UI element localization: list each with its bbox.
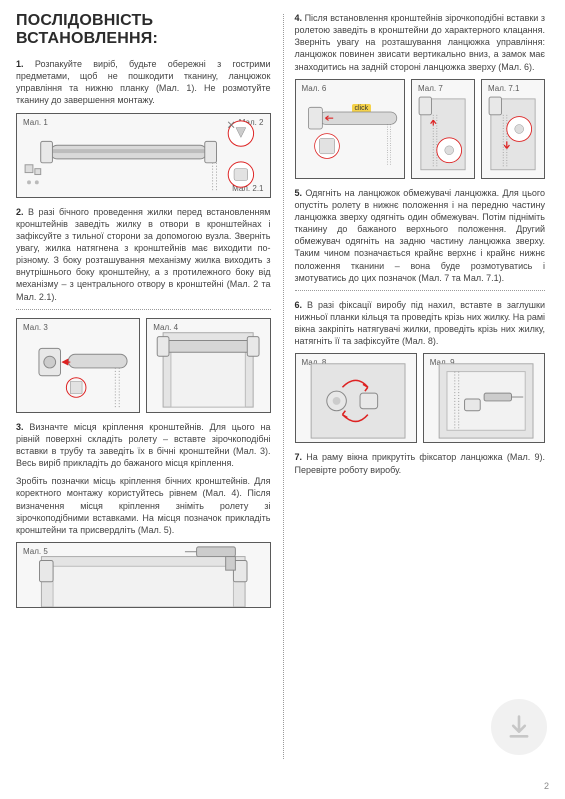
step-3a: 3. Визначте місця кріплення кронштейнів.… (16, 421, 271, 470)
figure-4: Мал. 4 (146, 318, 270, 413)
horizontal-separator-right (295, 290, 546, 291)
step-6-num: 6. (295, 300, 303, 310)
figure-1-2-21: Мал. 1 Мал. 2 Мал. 2.1 (16, 113, 271, 198)
step-4-text: Після встановлення кронштейнів зірочкопо… (295, 13, 546, 72)
figure-7: Мал. 7 (411, 79, 475, 179)
figure-3-4-row: Мал. 3 Мал. 4 (16, 318, 271, 413)
step-5: 5. Одягніть на ланцюжок обмежувачі ланцю… (295, 187, 546, 284)
step-5-num: 5. (295, 188, 303, 198)
right-column: 4. Після встановлення кронштейнів зірочк… (283, 0, 565, 799)
step-3-num: 3. (16, 422, 24, 432)
figure-6: Мал. 6 click (295, 79, 406, 179)
fig-5-illustration (17, 543, 270, 607)
horizontal-separator-left (16, 309, 271, 310)
step-1: 1. Розпакуйте виріб, будьте обережні з г… (16, 58, 271, 107)
figure-9: Мал. 9 (423, 353, 545, 443)
step-7: 7. На раму вікна прикрутіть фіксатор лан… (295, 451, 546, 475)
step-3b: Зробіть позначки місць кріплення бічних … (16, 475, 271, 536)
page-title: ПОСЛІДОВНІСТЬ ВСТАНОВЛЕННЯ: (16, 12, 271, 48)
step-1-num: 1. (16, 59, 24, 69)
page-number: 2 (544, 781, 549, 791)
fig-9-illustration (424, 354, 544, 442)
step-4-num: 4. (295, 13, 303, 23)
figure-8: Мал. 8 (295, 353, 417, 443)
fig-7-illustration (412, 80, 474, 178)
figure-8-9-row: Мал. 8 Мал. 9 (295, 353, 546, 443)
fig-8-illustration (296, 354, 416, 442)
step-7-num: 7. (295, 452, 303, 462)
fig-4-illustration (147, 319, 269, 412)
figure-71: Мал. 7.1 (481, 79, 545, 179)
step-2-text: В разі бічного проведення жилки перед вс… (16, 207, 271, 302)
step-2-num: 2. (16, 207, 24, 217)
watermark-icon (491, 699, 547, 755)
step-7-text: На раму вікна прикрутіть фіксатор ланцюж… (295, 452, 546, 474)
left-column: ПОСЛІДОВНІСТЬ ВСТАНОВЛЕННЯ: 1. Розпакуйт… (0, 0, 283, 799)
fig-1-illustration (17, 114, 270, 197)
figure-5: Мал. 5 (16, 542, 271, 608)
step-6-text: В разі фіксації виробу під нахил, вставт… (295, 300, 546, 346)
step-3-text-b: Зробіть позначки місць кріплення бічних … (16, 476, 271, 535)
step-2: 2. В разі бічного проведення жилки перед… (16, 206, 271, 303)
figure-3: Мал. 3 (16, 318, 140, 413)
step-3-text-a: Визначте місця кріплення кронштейнів. Дл… (16, 422, 271, 468)
fig-6-illustration (296, 80, 405, 178)
figure-6-7-71-row: Мал. 6 click Мал. 7 (295, 79, 546, 179)
step-5-text: Одягніть на ланцюжок обмежувачі ланцюжка… (295, 188, 546, 283)
step-1-text: Розпакуйте виріб, будьте обережні з гост… (16, 59, 271, 105)
step-6: 6. В разі фіксації виробу під нахил, вст… (295, 299, 546, 348)
fig-3-illustration (17, 319, 139, 412)
fig-71-illustration (482, 80, 544, 178)
page: ПОСЛІДОВНІСТЬ ВСТАНОВЛЕННЯ: 1. Розпакуйт… (0, 0, 565, 799)
step-4: 4. Після встановлення кронштейнів зірочк… (295, 12, 546, 73)
